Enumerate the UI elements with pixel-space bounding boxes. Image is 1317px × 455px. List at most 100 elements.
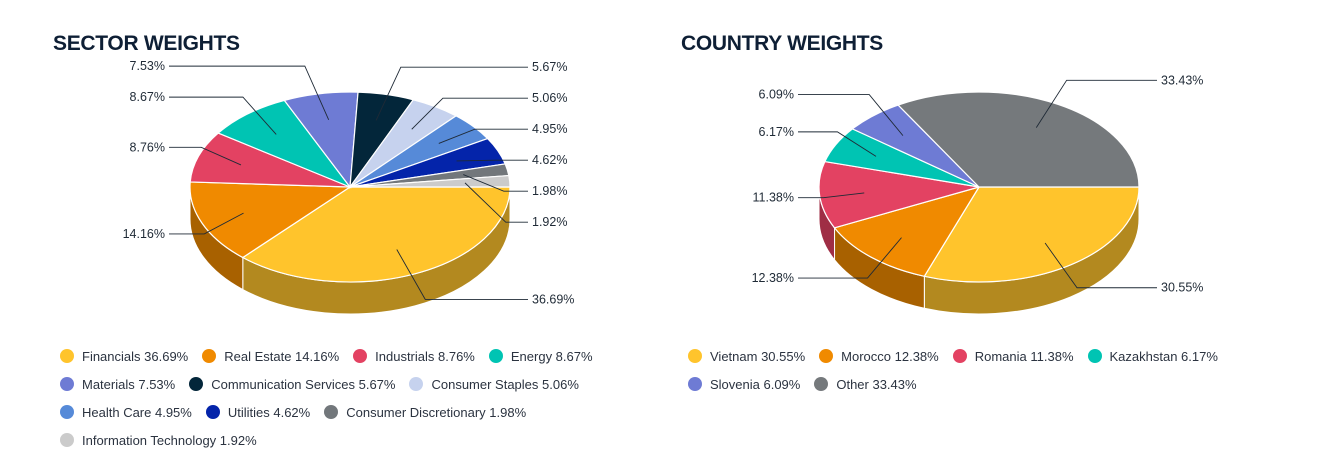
data-label: 7.53% — [130, 59, 165, 73]
legend-item-communication-services[interactable]: Communication Services 5.67% — [189, 374, 395, 394]
legend-label: Energy 8.67% — [510, 348, 593, 364]
legend-item-energy[interactable]: Energy 8.67% — [488, 346, 593, 366]
data-label: 1.92% — [532, 215, 567, 229]
legend-item-materials[interactable]: Materials 7.53% — [60, 374, 175, 394]
legend-item-kazakhstan[interactable]: Kazakhstan 6.17% — [1087, 346, 1218, 366]
leader-line — [798, 94, 904, 136]
legend-label: Industrials 8.76% — [375, 348, 475, 364]
data-label: 8.67% — [130, 90, 165, 104]
legend-dot-icon — [353, 349, 368, 363]
vietnam-slice[interactable] — [923, 186, 1140, 283]
legend-label: Slovenia 6.09% — [710, 376, 801, 392]
legend-dot-icon — [819, 349, 834, 363]
data-label: 4.95% — [532, 122, 567, 136]
legend-label: Health Care 4.95% — [82, 404, 192, 420]
leader-line — [411, 97, 528, 130]
legend-item-slovenia[interactable]: Slovenia 6.09% — [688, 374, 800, 394]
data-label: 11.38% — [753, 191, 794, 205]
legend-dot-icon — [202, 349, 217, 363]
legend-dot-icon — [688, 377, 702, 391]
leader-line — [456, 159, 528, 162]
real-estate-slice[interactable] — [189, 181, 352, 259]
data-label: 14.16% — [123, 227, 165, 241]
legend-dot-icon — [952, 349, 967, 363]
financials-slice[interactable] — [241, 186, 511, 283]
legend-label: Kazakhstan 6.17% — [1109, 348, 1218, 364]
legend-label: Morocco 12.38% — [841, 348, 939, 364]
data-label: 5.06% — [532, 91, 567, 105]
legend-label: Utilities 4.62% — [227, 404, 311, 420]
legend-dot-icon — [1087, 349, 1102, 363]
other-slice[interactable] — [897, 91, 1140, 188]
data-label: 8.76% — [130, 140, 165, 154]
leader-line — [798, 131, 877, 157]
data-label: 1.98% — [532, 184, 567, 198]
sector-legend: Financials 36.69% Real Estate 14.16% Indus… — [60, 346, 620, 450]
sector-weights-pie: 36.69% 14.16% 8.76% 8.67% 7.53% 5.67% 5.06% 4.9… — [123, 59, 574, 315]
legend-label: Materials 7.53% — [82, 376, 176, 392]
legend-dot-icon — [189, 377, 204, 391]
legend-dot-icon — [688, 349, 702, 363]
legend-item-vietnam[interactable]: Vietnam 30.55% — [688, 346, 805, 366]
information-technology-slice[interactable] — [349, 174, 511, 188]
leader-line — [375, 66, 528, 121]
legend-item-consumer-discretionary[interactable]: Consumer Discretionary 1.98% — [324, 402, 526, 422]
legend-dot-icon — [488, 349, 503, 363]
legend-item-industrials[interactable]: Industrials 8.76% — [353, 346, 475, 366]
leader-line — [169, 96, 277, 135]
leader-line — [169, 212, 244, 235]
data-label: 4.62% — [532, 153, 567, 167]
data-label: 5.67% — [532, 60, 567, 74]
leader-line — [169, 146, 242, 166]
leader-line — [464, 182, 528, 223]
legend-item-consumer-staples[interactable]: Consumer Staples 5.06% — [409, 374, 579, 394]
legend-item-real-estate[interactable]: Real Estate 14.16% — [202, 346, 339, 366]
leader-line — [798, 192, 865, 199]
energy-slice[interactable] — [217, 99, 352, 189]
legend-label: Vietnam 30.55% — [710, 348, 806, 364]
leader-line — [798, 237, 902, 279]
sector-weights-title: SECTOR WEIGHTS — [53, 32, 240, 55]
legend-item-information-technology[interactable]: Information Technology 1.92% — [60, 430, 257, 450]
legend-label: Consumer Staples 5.06% — [431, 376, 579, 392]
legend-label: Consumer Discretionary 1.98% — [346, 404, 527, 420]
legend-dot-icon — [60, 377, 74, 391]
legend-dot-icon — [814, 377, 829, 391]
leader-line — [463, 174, 528, 192]
legend-dot-icon — [409, 377, 424, 391]
legend-item-utilities[interactable]: Utilities 4.62% — [205, 402, 311, 422]
country-weights-pie: 30.55% 12.38% 11.38% 6.17% 6.09% 33.43% — [752, 73, 1203, 315]
morocco-slice[interactable] — [833, 186, 981, 277]
legend-item-other[interactable]: Other 33.43% — [814, 374, 917, 394]
legend-dot-icon — [324, 405, 339, 419]
legend-dot-icon — [60, 433, 74, 447]
data-label: 36.69% — [532, 292, 574, 306]
leader-line — [169, 65, 330, 120]
legend-item-health-care[interactable]: Health Care 4.95% — [60, 402, 192, 422]
data-label: 6.17% — [759, 125, 794, 139]
legend-label: Financials 36.69% — [82, 348, 189, 364]
legend-dot-icon — [60, 349, 74, 363]
legend-dot-icon — [205, 405, 220, 419]
legend-item-financials[interactable]: Financials 36.69% — [60, 346, 188, 366]
data-label: 12.38% — [752, 271, 794, 285]
data-label: 6.09% — [759, 88, 794, 102]
data-label: 30.55% — [1161, 281, 1203, 295]
leader-line — [396, 249, 528, 300]
legend-label: Other 33.43% — [836, 376, 917, 392]
legend-item-morocco[interactable]: Morocco 12.38% — [819, 346, 939, 366]
legend-label: Real Estate 14.16% — [224, 348, 340, 364]
legend-item-romania[interactable]: Romania 11.38% — [952, 346, 1074, 366]
leader-line — [1035, 79, 1157, 128]
legend-label: Romania 11.38% — [974, 348, 1074, 364]
legend-label: Communication Services 5.67% — [211, 376, 396, 392]
data-label: 33.43% — [1161, 73, 1203, 87]
country-weights-title: COUNTRY WEIGHTS — [681, 32, 884, 55]
industrials-slice[interactable] — [189, 132, 351, 188]
leader-line — [1044, 242, 1157, 289]
country-legend: Vietnam 30.55% Morocco 12.38% Romania 11.3… — [688, 346, 1248, 394]
legend-dot-icon — [60, 405, 74, 419]
romania-slice[interactable] — [818, 160, 980, 229]
leader-line — [438, 128, 528, 144]
